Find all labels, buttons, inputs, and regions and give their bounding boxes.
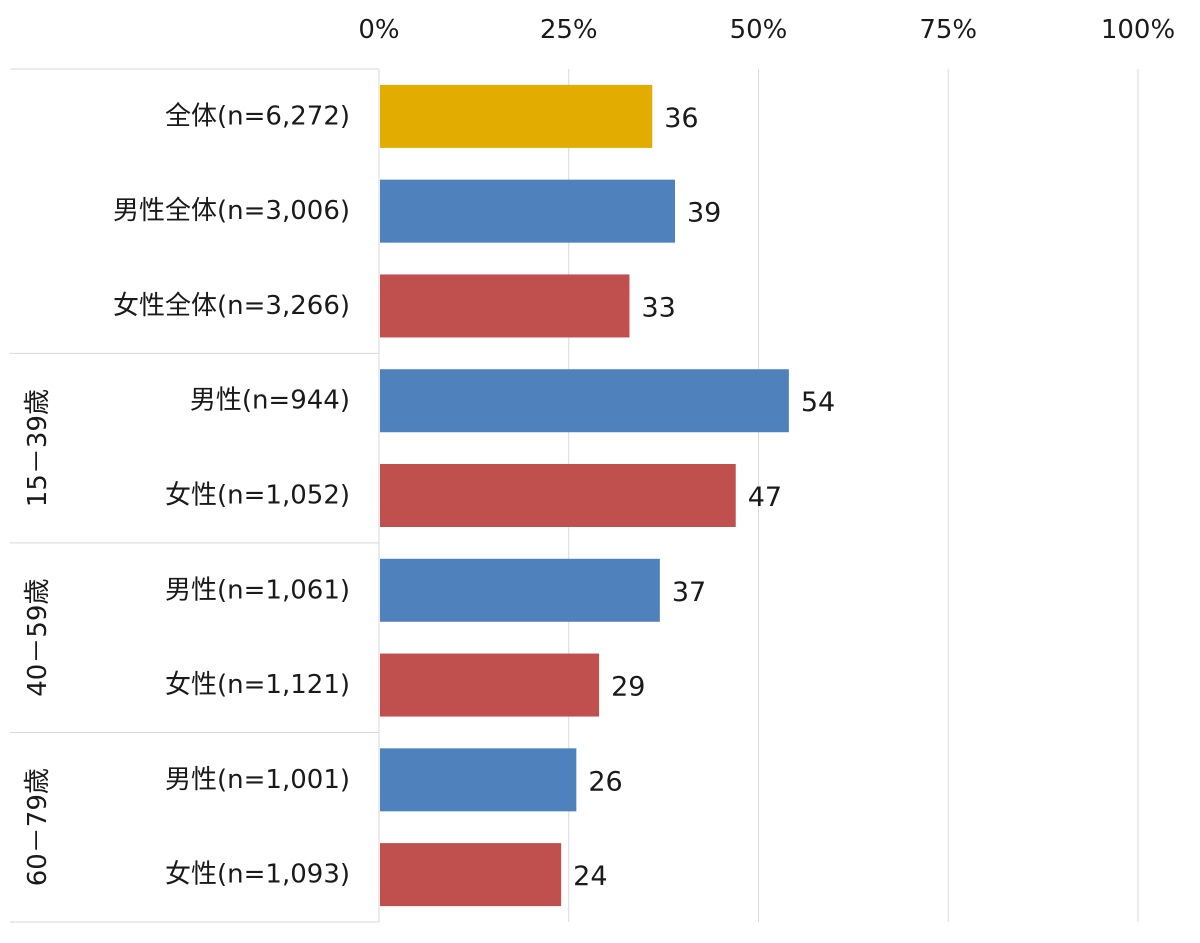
category-label: 女性(n=1,093) [165, 860, 350, 890]
x-tick-label: 100% [1101, 15, 1175, 45]
x-tick-label: 25% [540, 15, 598, 45]
value-label: 47 [748, 482, 782, 513]
value-label: 24 [573, 861, 607, 892]
value-label: 33 [641, 292, 675, 323]
x-tick-label: 75% [919, 15, 977, 45]
value-label: 26 [588, 766, 622, 797]
value-label: 39 [687, 198, 721, 229]
category-label: 男性(n=1,001) [165, 765, 350, 795]
age-group-label: 60－79歳 [23, 768, 53, 886]
bar [380, 84, 653, 148]
value-label: 29 [611, 672, 645, 703]
category-label: 男性(n=1,061) [165, 575, 350, 605]
bar [380, 843, 562, 907]
category-label: 女性(n=1,052) [165, 481, 350, 511]
category-label: 男性全体(n=3,006) [113, 196, 350, 226]
category-label: 女性(n=1,121) [165, 670, 350, 700]
value-label: 37 [672, 577, 706, 608]
category-label: 女性全体(n=3,266) [113, 291, 350, 321]
category-label: 全体(n=6,272) [165, 101, 350, 131]
bar [380, 274, 630, 338]
value-label: 54 [801, 387, 835, 418]
value-label: 36 [664, 103, 698, 134]
category-label: 男性(n=944) [190, 386, 350, 416]
age-group-label: 15－39歳 [23, 389, 53, 507]
age-group-label: 40－59歳 [23, 579, 53, 697]
bar [380, 748, 577, 812]
x-tick-label: 0% [358, 15, 399, 45]
bar [380, 558, 660, 622]
bar [380, 369, 789, 433]
bar [380, 653, 600, 717]
x-tick-label: 50% [730, 15, 788, 45]
bar [380, 179, 676, 243]
bar [380, 464, 736, 527]
